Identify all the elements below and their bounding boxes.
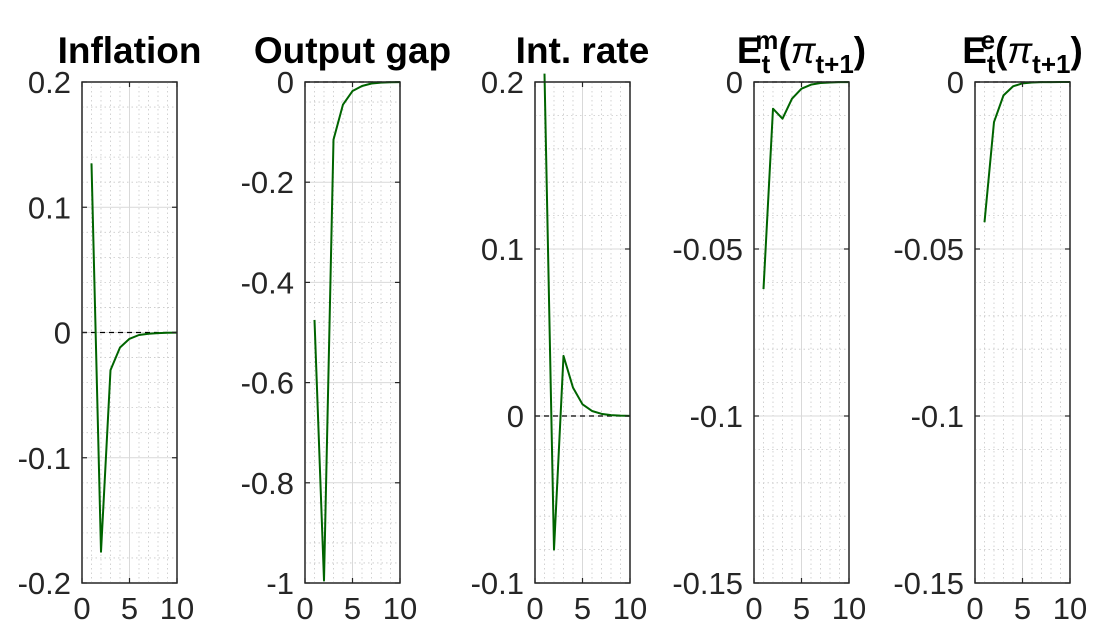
panel-2-ytick-label-0: 0 <box>277 65 294 100</box>
panel-2-ytick-label-1: -1 <box>266 566 294 601</box>
panel-1-xtick-label-0: 0 <box>73 591 90 626</box>
panel-4-title-part: t+1 <box>815 49 853 79</box>
panel-2-ytick-label-0-8: -0.8 <box>241 466 294 501</box>
panel-4-title-part: E <box>737 30 762 71</box>
panel-2-title-part: Output gap <box>254 30 451 71</box>
panel-4-ytick-label-0-15: -0.15 <box>672 566 743 601</box>
panel-5-title-part: ( <box>995 30 1008 71</box>
panel-3-xtick-label-10: 10 <box>613 591 647 626</box>
panel-3-series-line-1 <box>543 73 631 551</box>
panel-4-title-part: m <box>755 25 778 55</box>
panel-2-ytick-label-0-4: -0.4 <box>241 265 294 300</box>
panel-5-ytick-label-0: 0 <box>947 65 964 100</box>
panel-3-ytick-label-0-2: 0.2 <box>481 65 524 100</box>
panel-4-title: Etm(πt+1) <box>737 25 866 79</box>
panel-1-xtick-label-10: 10 <box>160 591 194 626</box>
panel-2-ytick-label-0-6: -0.6 <box>241 366 294 401</box>
panel-1-ytick-label-0: 0 <box>54 316 71 351</box>
panel-1-title: Inflation <box>58 30 202 71</box>
panel-2-xtick-label-10: 10 <box>383 591 417 626</box>
panel-2-xtick-label-5: 5 <box>344 591 361 626</box>
panel-5-ytick-label-0-15: -0.15 <box>893 566 964 601</box>
panel-4-ytick-label-0-05: -0.05 <box>672 232 743 267</box>
panel-5-title-part: ) <box>1070 30 1082 71</box>
panel-3-xtick-label-5: 5 <box>574 591 591 626</box>
panel-1-xtick-label-5: 5 <box>121 591 138 626</box>
panel-4-xtick-label-5: 5 <box>793 591 810 626</box>
panel-5-xtick-label-0: 0 <box>966 591 983 626</box>
panel-1-ytick-label-0-2: -0.2 <box>18 566 71 601</box>
panel-1-ytick-label-0-1: -0.1 <box>18 441 71 476</box>
panel-3-ytick-label-0-1: -0.1 <box>471 566 524 601</box>
panel-5-title-part: π <box>1007 30 1033 71</box>
panel-4-ytick-label-0: 0 <box>726 65 743 100</box>
panel-2-title: Output gap <box>254 30 451 71</box>
panel-5-title-part: E <box>962 30 987 71</box>
panel-5-xtick-label-5: 5 <box>1014 591 1031 626</box>
panel-3-xtick-label-0: 0 <box>526 591 543 626</box>
panel-5-title-part: t+1 <box>1032 49 1070 79</box>
panel-3-title-part: Int. rate <box>516 30 650 71</box>
panel-5-title-part: t <box>987 49 996 79</box>
panel-5-xtick-label-10: 10 <box>1053 591 1087 626</box>
panel-3-ytick-label-0: 0 <box>507 399 524 434</box>
panel-2-xtick-label-0: 0 <box>296 591 313 626</box>
panel-5-title-part: e <box>981 25 995 55</box>
panel-5-ytick-label-0-1: -0.1 <box>911 399 964 434</box>
panel-3-title: Int. rate <box>516 30 650 71</box>
panel-4-ytick-label-0-1: -0.1 <box>690 399 743 434</box>
panel-3-ytick-label-0-1: 0.1 <box>481 232 524 267</box>
panel-5-ytick-label-0-05: -0.05 <box>893 232 964 267</box>
panel-4-title-part: ) <box>854 30 866 71</box>
panel-1-ytick-label-0-1: 0.1 <box>28 190 71 225</box>
panel-4-xtick-label-0: 0 <box>745 591 762 626</box>
panel-1-title-part: Inflation <box>58 30 202 71</box>
panel-5-title: Ete(πt+1) <box>962 25 1083 79</box>
panel-2-ytick-label-0-2: -0.2 <box>241 165 294 200</box>
panel-1-series-line-1 <box>90 163 178 553</box>
panel-4-title-part: t <box>762 49 771 79</box>
panel-1-ytick-label-0-2: 0.2 <box>28 65 71 100</box>
panel-4-title-part: π <box>791 30 817 71</box>
panel-4-title-part: ( <box>778 30 791 71</box>
panel-4-xtick-label-10: 10 <box>832 591 866 626</box>
